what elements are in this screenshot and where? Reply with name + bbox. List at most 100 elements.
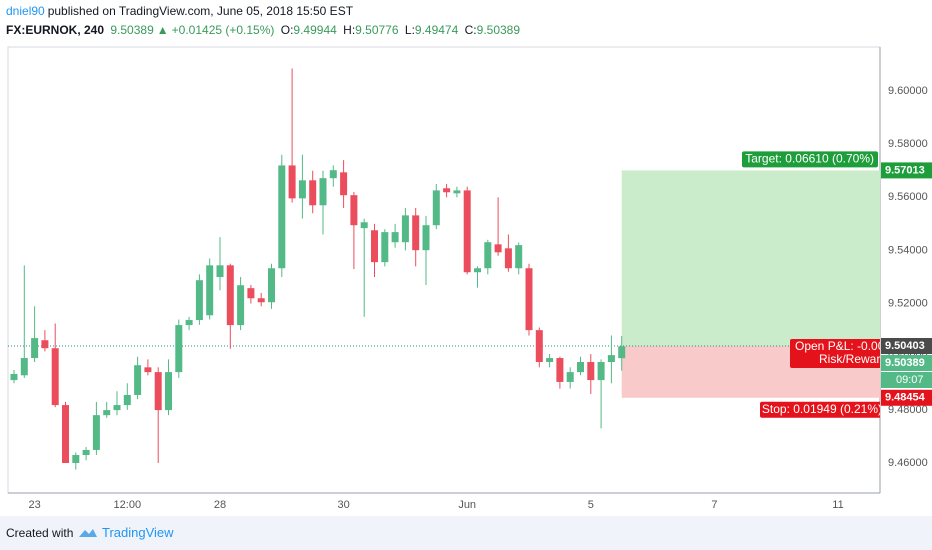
candle-body [123,394,131,406]
candle-body [309,180,317,206]
candle-body [319,178,327,206]
candle-body [20,358,28,376]
h-label: H: [343,23,356,37]
candle-body [587,362,595,381]
l-label: L: [404,23,415,37]
brand[interactable]: TradingView [102,525,174,540]
candle-body [31,338,39,359]
logo-shape [79,529,97,537]
candle-body [412,215,420,251]
candle-body [432,190,440,226]
c-label: C: [464,23,477,37]
candle-body [165,372,172,411]
candle-body [113,405,121,411]
candle-body [268,268,275,303]
candle-body [371,230,378,263]
published: published on TradingView.com, June 05, 2… [47,4,354,18]
last-price: 9.50389 [885,357,925,369]
countdown-box [881,372,932,389]
l-value: 9.49474 [414,23,459,37]
candle-body [401,215,409,243]
candle-body [329,170,337,179]
x-tick-label: 7 [711,499,717,511]
candle-body [484,242,492,269]
candle-body [185,320,193,326]
candle-body [597,362,605,381]
author[interactable]: dniel90 [6,4,45,18]
candle-body [257,298,265,303]
last-price: 9.50389 [110,23,154,37]
candle-body [226,265,234,326]
candle-body [10,373,18,381]
candle-body [206,265,214,316]
x-tick-label: Jun [458,499,476,511]
target-label-box [742,151,878,168]
candle-body [515,245,523,269]
y-tick-label: 9.56000 [888,191,928,203]
candle-body [443,188,451,193]
candle-body [72,455,80,463]
candle-body [350,195,358,226]
target-price: 9.57013 [885,164,925,176]
x-tick-label: 23 [28,499,40,511]
target-price-box [881,162,932,179]
candle-body [51,348,59,406]
stop-price: 9.48454 [885,392,926,404]
candle-body [175,325,183,373]
symbol: FX:EURNOK, 240 [6,23,105,37]
stop-label-box [760,401,880,418]
x-tick-label: 12:00 [114,499,142,511]
candle-body [103,410,111,416]
chart: Target: 0.06610 (0.70%) Stop: 0.01949 (0.… [7,46,932,511]
candle-body [154,372,162,411]
candle-body [525,268,533,331]
candle-body [195,280,203,321]
last-price-box [881,355,932,372]
countdown: 09:07 [896,374,924,386]
y-tick-label: 9.60000 [888,85,928,97]
target-label: Target: 0.06610 (0.70%) [745,152,874,166]
candle-body [92,415,100,450]
candle-body [391,232,399,243]
stop-label: Stop: 0.01949 (0.21%) [762,402,882,416]
x-tick-label: 30 [337,499,349,511]
symbol-line: FX:EURNOK, 240 9.50389 ▲ +0.01425 (+0.15%)… [6,23,523,37]
candle-body [422,225,430,251]
arrow: ▲ [156,23,169,37]
rr-label: Risk/Reward [819,352,887,366]
candle-body [453,190,461,194]
candle-body [340,172,348,196]
candle-body [463,190,471,273]
y-tick-label: 9.58000 [888,138,928,150]
position-zones: Target: 0.06610 (0.70%) Stop: 0.01949 (0.… [8,151,887,418]
footer: Created with TradingView [0,516,932,550]
candle-body [618,346,626,359]
brand-logo[interactable] [78,526,98,540]
stop-price-box [881,389,932,406]
candle-body [288,165,296,199]
candle-body [216,265,224,278]
candle-body [577,362,584,373]
candle-body [607,355,615,363]
candle-body [556,358,564,382]
change: +0.01425 (+0.15%) [171,23,275,37]
x-tick-label: 11 [832,499,843,511]
candle-body [535,330,543,363]
labels: 9.460009.480009.500009.520009.540009.560… [28,85,932,511]
y-tick-label: 9.46000 [888,457,928,469]
pnl-box [790,339,880,369]
candle-body [298,180,306,199]
entry-price-box [881,338,932,355]
publish-line: dniel90 published on TradingView.com, Jun… [6,4,356,18]
candle-body [504,248,512,269]
y-tick-label: 9.48000 [888,404,928,416]
candle-body [360,222,368,229]
h-value: 9.50776 [355,23,399,37]
candle-body [144,367,152,373]
candle-body [381,232,389,263]
candle-body [82,449,90,456]
o-label: O: [280,23,294,37]
o-value: 9.49944 [293,23,337,37]
candle-body [237,285,245,326]
candle-body [134,365,142,395]
